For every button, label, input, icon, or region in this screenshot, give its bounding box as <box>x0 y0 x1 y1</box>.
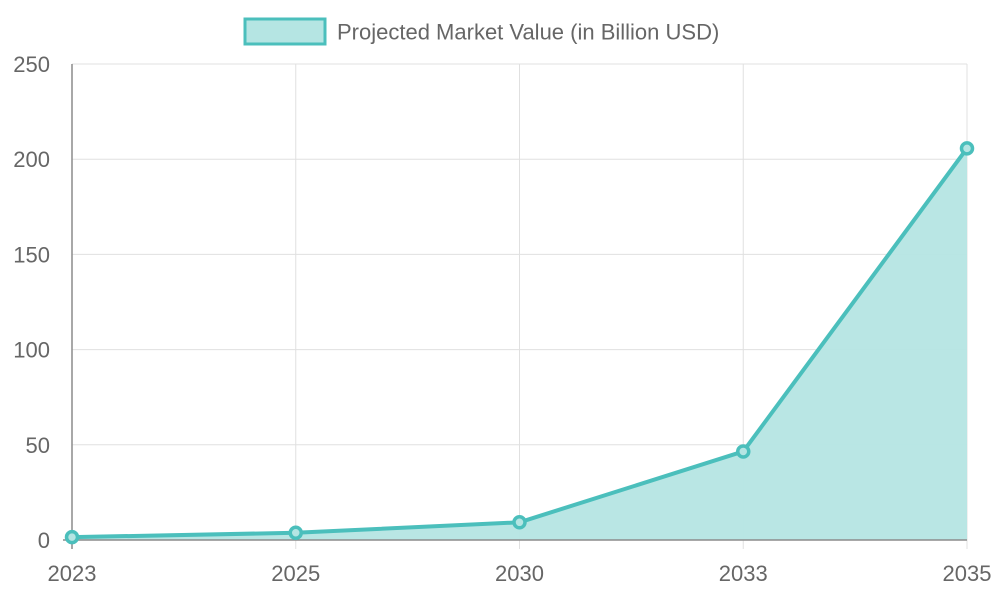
data-point-2023[interactable] <box>64 529 80 545</box>
data-point-2025[interactable] <box>288 525 303 541</box>
legend-label[interactable]: Projected Market Value (in Billion USD) <box>337 20 719 45</box>
axes <box>63 64 967 549</box>
data-point-2030[interactable] <box>512 515 527 530</box>
x-tick-label-2033: 2033 <box>719 561 768 586</box>
y-tick-label-0: 0 <box>38 528 50 553</box>
legend-swatch[interactable] <box>243 17 327 46</box>
x-tick-label-2030: 2030 <box>495 561 544 586</box>
series-area <box>72 148 967 540</box>
data-points <box>64 141 975 545</box>
tick-labels: 0 50 100 150 200 250 2023 2025 2030 2033 2035 <box>13 52 991 586</box>
y-tick-label-200: 200 <box>13 147 50 172</box>
series-area-fill <box>72 148 967 540</box>
x-tick-label-2035: 2035 <box>943 561 992 586</box>
x-tick-label-2023: 2023 <box>48 561 97 586</box>
y-tick-label-100: 100 <box>13 338 50 363</box>
x-tick-label-2025: 2025 <box>271 561 320 586</box>
y-tick-label-250: 250 <box>13 52 50 77</box>
y-tick-label-150: 150 <box>13 242 50 267</box>
y-tick-label-50: 50 <box>26 433 50 458</box>
legend[interactable]: Projected Market Value (in Billion USD) <box>243 17 719 46</box>
data-point-2035[interactable] <box>959 141 975 156</box>
data-point-2033[interactable] <box>736 444 751 459</box>
